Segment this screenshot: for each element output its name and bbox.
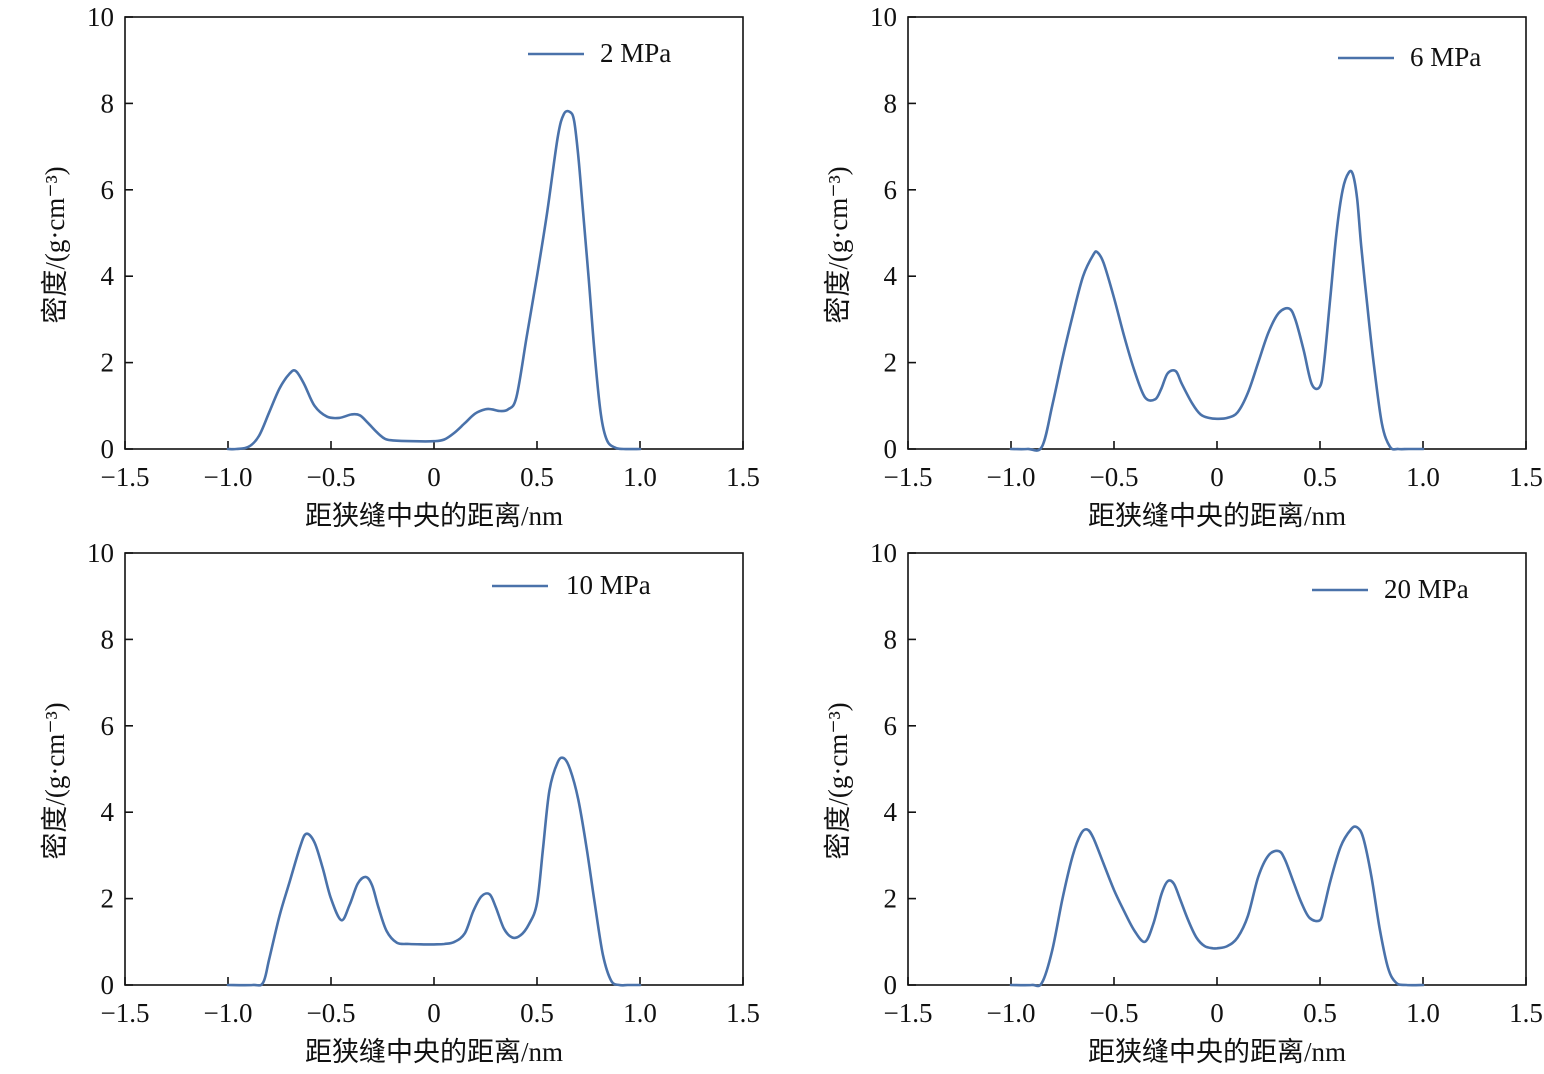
x-tick-label: −1.0 [987,462,1036,492]
x-tick-label: 1.0 [1406,462,1440,492]
legend-label: 2 MPa [600,38,671,68]
y-tick-label: 10 [870,2,897,32]
x-tick-label: 0.5 [1303,998,1337,1028]
x-tick-label: 1.5 [726,998,760,1028]
chart-panel-4: 密度/(g·cm⁻³) 距狭缝中央的距离/nm 20 MPa −1.5 −1.0 −… [823,538,1543,1067]
x-axis-label: 距狭缝中央的距离/nm [1088,501,1346,531]
y-axis-label: 密度/(g·cm⁻³) [823,166,853,323]
x-tick-label: −1.5 [884,998,933,1028]
x-tick-label: 0.5 [1303,462,1337,492]
plot-frame [124,16,744,450]
x-tick-label: −1.5 [884,462,933,492]
y-tick-label: 2 [101,884,115,914]
y-tick-label: 4 [101,797,115,827]
x-tick-label: −1.0 [204,998,253,1028]
y-tick-label: 0 [101,970,115,1000]
y-tick-label: 10 [87,2,114,32]
x-tick-label: −0.5 [307,462,356,492]
density-series-line [226,109,642,451]
plot-frame [907,16,1527,450]
y-axis-label: 密度/(g·cm⁻³) [40,166,70,323]
x-tick-label: −0.5 [1090,462,1139,492]
x-tick-label: 1.5 [1509,462,1543,492]
chart-panel-1: 密度/(g·cm⁻³) 距狭缝中央的距离/nm 2 MPa −1.5 −1.0 −0… [40,2,760,531]
y-tick-label: 0 [884,434,898,464]
y-axis-label: 密度/(g·cm⁻³) [40,702,70,859]
legend-label: 10 MPa [566,570,651,600]
x-tick-label: 1.0 [623,462,657,492]
x-tick-label: 1.0 [623,998,657,1028]
x-tick-label: −1.5 [101,998,150,1028]
y-tick-label: 6 [101,711,115,741]
y-tick-label: 2 [884,348,898,378]
density-series-line [1009,825,1425,988]
x-axis-label: 距狭缝中央的距离/nm [305,501,563,531]
chart-panel-2: 密度/(g·cm⁻³) 距狭缝中央的距离/nm 6 MPa −1.5 −1.0 −0… [823,2,1543,531]
x-tick-label: −1.5 [101,462,150,492]
y-tick-label: 8 [101,88,115,118]
y-tick-label: 8 [884,624,898,654]
y-tick-label: 0 [101,434,115,464]
y-tick-label: 0 [884,970,898,1000]
x-tick-label: 0 [1210,462,1224,492]
y-axis-label: 密度/(g·cm⁻³) [823,702,853,859]
x-tick-label: −1.0 [987,998,1036,1028]
x-tick-label: 0.5 [520,998,554,1028]
x-tick-label: 0 [427,462,441,492]
y-tick-label: 2 [884,884,898,914]
y-tick-label: 6 [101,175,115,205]
x-tick-label: 1.0 [1406,998,1440,1028]
x-axis-label: 距狭缝中央的距离/nm [1088,1037,1346,1067]
y-tick-label: 4 [884,797,898,827]
y-tick-label: 2 [101,348,115,378]
plot-frame [907,552,1527,986]
plot-frame [124,552,744,986]
x-tick-label: 1.5 [1509,998,1543,1028]
y-tick-label: 6 [884,175,898,205]
y-tick-label: 4 [884,261,898,291]
x-tick-label: −1.0 [204,462,253,492]
y-tick-label: 4 [101,261,115,291]
y-tick-label: 10 [87,538,114,568]
y-tick-label: 6 [884,711,898,741]
y-tick-label: 8 [884,88,898,118]
y-tick-label: 10 [870,538,897,568]
y-tick-label: 8 [101,624,115,654]
legend-label: 6 MPa [1410,42,1481,72]
legend-label: 20 MPa [1384,574,1469,604]
x-tick-label: 0 [1210,998,1224,1028]
x-tick-label: −0.5 [1090,998,1139,1028]
x-tick-label: −0.5 [307,998,356,1028]
x-tick-label: 0 [427,998,441,1028]
x-axis-label: 距狭缝中央的距离/nm [305,1037,563,1067]
chart-panel-3: 密度/(g·cm⁻³) 距狭缝中央的距离/nm 10 MPa −1.5 −1.0 −… [40,538,760,1067]
x-tick-label: 0.5 [520,462,554,492]
density-series-line [1009,169,1425,452]
density-series-line [226,756,642,987]
x-tick-label: 1.5 [726,462,760,492]
